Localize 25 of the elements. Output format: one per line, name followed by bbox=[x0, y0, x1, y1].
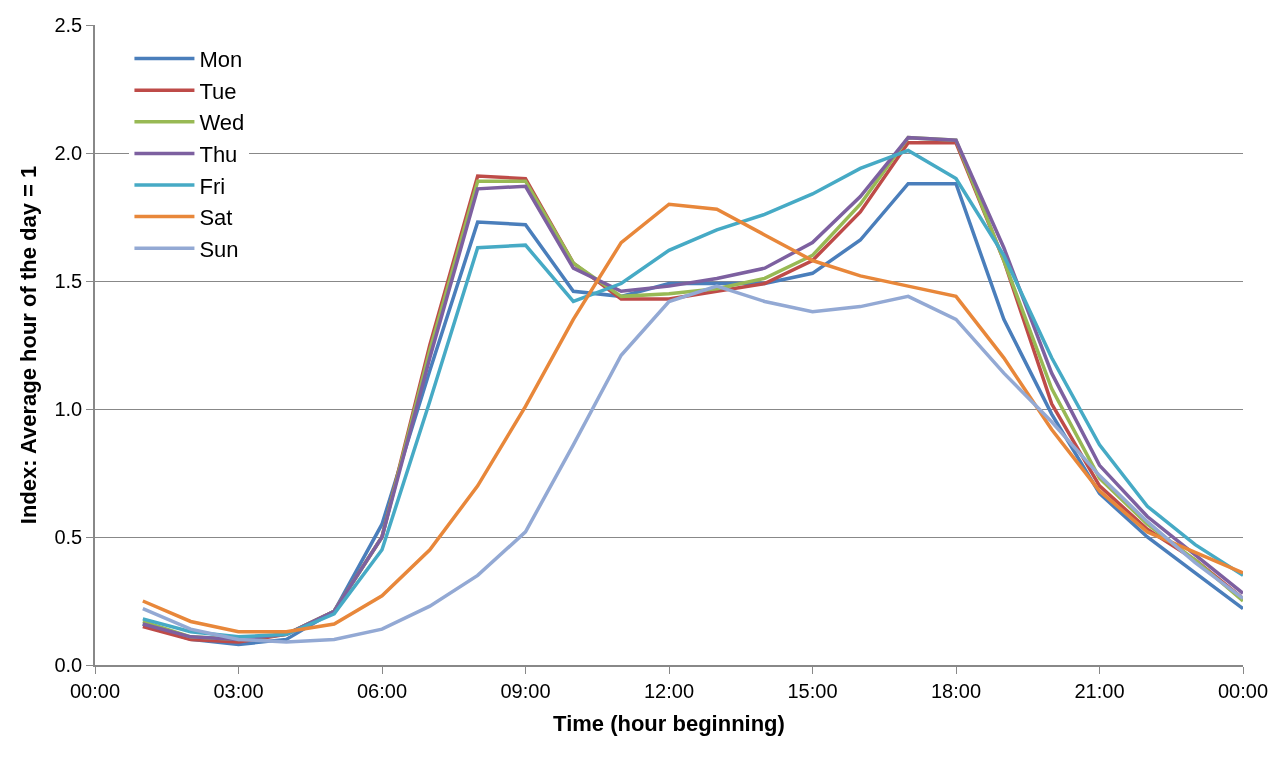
legend-label: Tue bbox=[199, 78, 237, 104]
x-tick-label: 00:00 bbox=[69, 679, 121, 702]
x-tick-label: 12:00 bbox=[643, 679, 695, 702]
y-tick-label: 1.5 bbox=[54, 270, 83, 292]
x-tick-label: 15:00 bbox=[787, 679, 838, 702]
y-tick-label: 2.5 bbox=[54, 14, 83, 36]
x-tick-label: 00:00 bbox=[1217, 679, 1269, 702]
x-tick-label: 18:00 bbox=[930, 679, 982, 702]
legend-label: Sun bbox=[199, 236, 239, 262]
x-tick-label: 09:00 bbox=[500, 679, 551, 702]
x-axis-title: Time (hour beginning) bbox=[553, 711, 785, 737]
x-tick-label: 21:00 bbox=[1074, 679, 1125, 702]
legend-label: Wed bbox=[199, 110, 245, 136]
legend-label: Mon bbox=[199, 47, 243, 73]
x-tick-label: 03:00 bbox=[213, 679, 264, 702]
legend-label: Sat bbox=[199, 205, 233, 231]
legend-label: Fri bbox=[199, 173, 226, 199]
y-tick-label: 2.0 bbox=[54, 142, 83, 164]
line-series bbox=[141, 284, 1243, 644]
y-tick-label: 1.0 bbox=[54, 398, 83, 420]
legend-label: Thu bbox=[199, 141, 238, 167]
x-tick-label: 06:00 bbox=[356, 679, 408, 702]
y-tick-label: 0.0 bbox=[54, 654, 83, 676]
y-tick-label: 0.5 bbox=[54, 526, 83, 548]
y-axis-title: Index: Average hour of the day = 1 bbox=[15, 165, 41, 525]
